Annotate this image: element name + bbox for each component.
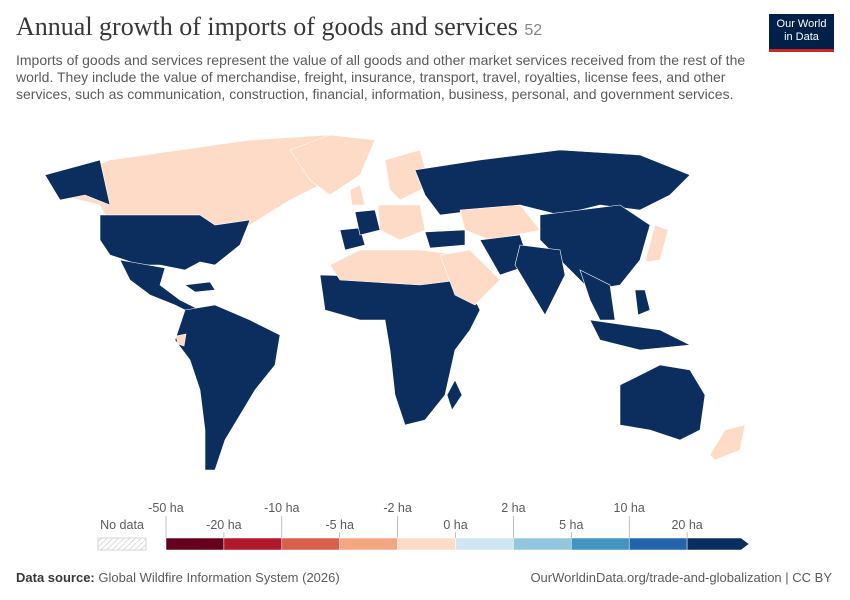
canada: [59, 134, 341, 226]
legend-label: 0 ha: [443, 518, 467, 532]
indonesia: [589, 319, 692, 351]
legend-label: 2 ha: [501, 501, 525, 515]
legend-label: 5 ha: [559, 518, 583, 532]
legend-swatch: [397, 537, 456, 551]
legend-swatch: [571, 537, 630, 551]
madagascar: [446, 379, 463, 411]
source-label: Data source:: [16, 570, 95, 585]
logo-line: in Data: [784, 31, 819, 43]
subtitle: Imports of goods and services represent …: [16, 52, 746, 102]
no-data-swatch: [97, 537, 147, 551]
legend-swatch: [165, 537, 225, 551]
uk: [349, 184, 366, 206]
philippines: [634, 289, 651, 316]
caribbean: [184, 281, 216, 293]
legend-label: -20 ha: [206, 518, 241, 532]
ecuador: [175, 333, 187, 347]
greenland: [289, 134, 376, 196]
legend-label: -10 ha: [264, 501, 299, 515]
license[interactable]: OurWorldinData.org/trade-and-globalizati…: [530, 570, 832, 585]
south-america: [174, 304, 281, 471]
usa: [99, 214, 251, 271]
southeast-asia: [579, 269, 616, 321]
australia: [619, 364, 706, 441]
legend: -50 ha -20 ha -10 ha -5 ha -2 ha 0 ha 2 ha 5 ha…: [148, 501, 750, 551]
title-text: Annual growth of imports of goods and se…: [16, 12, 518, 41]
legend-label: 10 ha: [614, 501, 645, 515]
arabia: [439, 249, 501, 306]
africa: [319, 274, 481, 426]
japan: [644, 224, 669, 263]
legend-swatch: [281, 537, 340, 551]
title: Annual growth of imports of goods and se…: [16, 12, 542, 42]
legend-swatch: [223, 537, 283, 551]
legend-label: -2 ha: [383, 501, 412, 515]
legend-swatch: [455, 537, 514, 551]
russia: [414, 149, 691, 216]
no-data-label: No data: [100, 518, 144, 532]
kazakhstan: [459, 204, 541, 241]
turkey: [424, 229, 466, 249]
legend-swatch: [628, 537, 688, 551]
central-europe: [377, 204, 426, 241]
logo[interactable]: Our World in Data: [769, 14, 834, 52]
legend-swatch: [513, 537, 572, 551]
source: Data source: Global Wildfire Information…: [16, 570, 340, 585]
new-zealand: [709, 424, 746, 461]
legend-label: 20 ha: [671, 518, 702, 532]
badge: 52: [524, 22, 543, 39]
alaska: [44, 159, 111, 206]
legend-label: -50 ha: [148, 501, 183, 515]
countries: [44, 134, 746, 471]
legend-label: -5 ha: [325, 518, 354, 532]
scandinavia: [384, 149, 431, 201]
china: [539, 204, 651, 291]
source-text: Global Wildfire Information System (2026…: [98, 570, 340, 585]
logo-line: Our World: [776, 18, 827, 30]
legend-swatch: [339, 537, 398, 551]
india: [514, 244, 566, 316]
iberia: [339, 227, 366, 251]
legend-swatch: [686, 537, 750, 551]
